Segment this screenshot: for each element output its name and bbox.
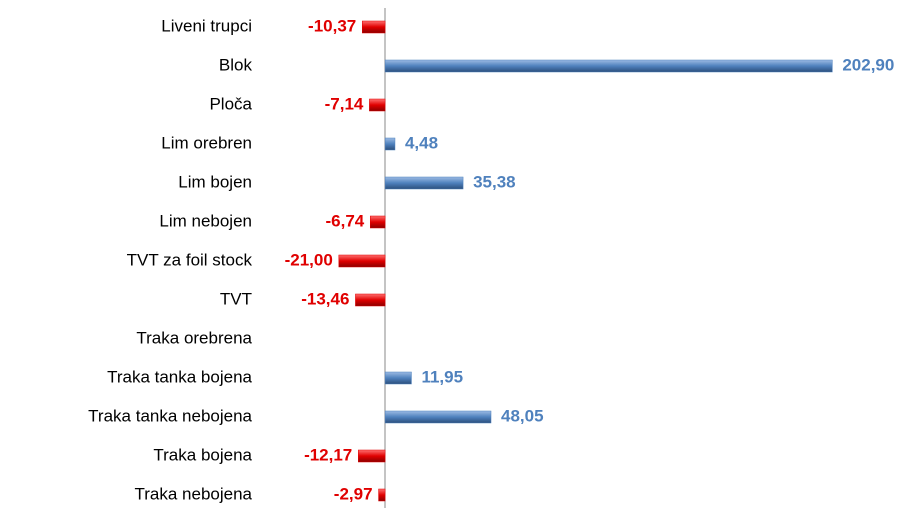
category-label: Liveni trupci [161, 16, 252, 35]
bar [384, 137, 396, 151]
value-label: 48,05 [501, 406, 544, 425]
value-label: -13,46 [301, 289, 349, 308]
bar [369, 215, 386, 229]
category-label: TVT [220, 289, 252, 308]
category-label: Lim orebren [161, 133, 252, 152]
bar [358, 449, 386, 463]
value-label: 4,48 [405, 133, 438, 152]
bar [384, 410, 492, 424]
value-label: -12,17 [304, 445, 352, 464]
value-label: -10,37 [308, 16, 356, 35]
category-label: Blok [219, 55, 253, 74]
value-label: -21,00 [285, 250, 333, 269]
bar [369, 98, 386, 112]
category-label: Lim bojen [178, 172, 252, 191]
bar [378, 488, 386, 502]
bar [384, 59, 833, 73]
value-label: 11,95 [421, 367, 463, 386]
category-label: TVT za foil stock [127, 250, 253, 269]
bar [361, 20, 386, 34]
category-label: Lim nebojen [159, 211, 252, 230]
bar [384, 176, 464, 190]
category-label: Ploča [209, 94, 252, 113]
value-label: 35,38 [473, 172, 516, 191]
category-label: Traka bojena [153, 445, 252, 464]
value-label: -6,74 [325, 211, 364, 230]
category-label: Traka orebrena [136, 328, 252, 347]
value-label: -7,14 [325, 94, 364, 113]
category-label: Traka tanka bojena [107, 367, 252, 386]
bar [384, 371, 412, 385]
bar [355, 293, 386, 307]
category-label: Traka nebojena [134, 484, 252, 503]
value-label: -2,97 [334, 484, 373, 503]
category-label: Traka tanka nebojena [88, 406, 252, 425]
bar [338, 254, 386, 268]
value-label: 202,90 [842, 55, 894, 74]
